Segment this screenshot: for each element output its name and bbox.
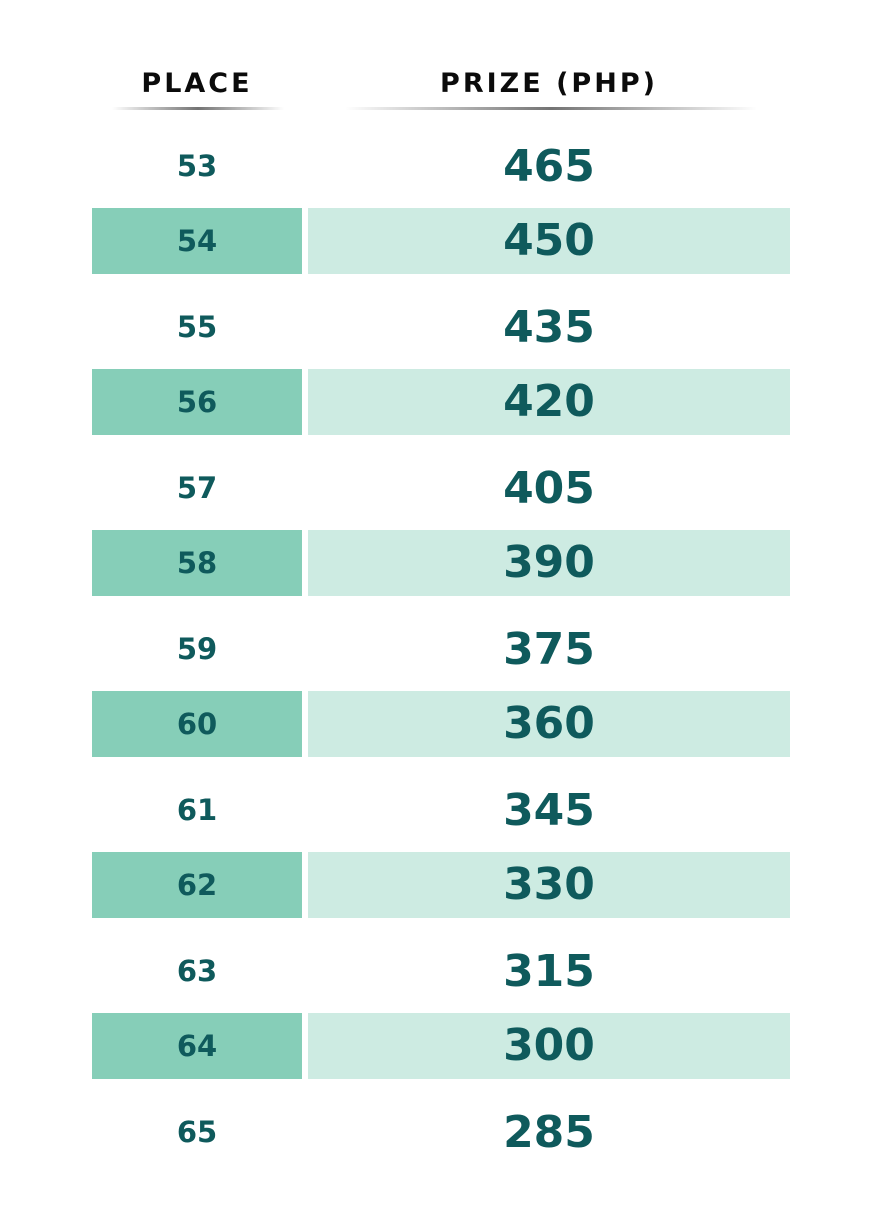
table-row: 59 375	[92, 610, 790, 691]
prize-cell: 390	[308, 529, 790, 596]
place-header-underline	[112, 107, 284, 110]
place-cell: 60	[92, 690, 302, 757]
place-cell: 62	[92, 851, 302, 918]
prize-header-underline	[345, 107, 757, 110]
place-cell: 63	[176, 954, 218, 988]
table-row: 63 315	[92, 932, 790, 1013]
place-cell: 64	[92, 1012, 302, 1079]
table-row: 64 300	[92, 1012, 790, 1094]
prize-cell: 450	[308, 207, 790, 274]
table-row: 65 285	[92, 1093, 790, 1174]
table-row: 62 330	[92, 851, 790, 933]
place-cell: 58	[92, 529, 302, 596]
table-header: PLACE PRIZE (PHP)	[0, 66, 884, 116]
prize-cell: 300	[308, 1012, 790, 1079]
prize-cell: 465	[503, 140, 595, 192]
place-cell: 56	[92, 368, 302, 435]
place-cell: 53	[176, 149, 218, 183]
prize-cell: 435	[503, 301, 595, 353]
prize-cell: 375	[503, 623, 595, 675]
place-cell: 59	[176, 632, 218, 666]
prize-table: 53 465 54 450 55 435 56 420 57 405 58 39…	[92, 127, 790, 1174]
table-row: 60 360	[92, 690, 790, 772]
prize-cell: 330	[308, 851, 790, 918]
prize-cell: 360	[308, 690, 790, 757]
prize-cell: 345	[503, 784, 595, 836]
prize-cell: 285	[503, 1106, 595, 1158]
prize-column-header: PRIZE (PHP)	[440, 68, 658, 99]
place-cell: 65	[176, 1115, 218, 1149]
table-row: 54 450	[92, 207, 790, 289]
place-cell: 54	[92, 207, 302, 274]
prize-cell: 315	[503, 945, 595, 997]
table-row: 61 345	[92, 771, 790, 852]
prize-cell: 420	[308, 368, 790, 435]
table-row: 57 405	[92, 449, 790, 530]
table-row: 56 420	[92, 368, 790, 450]
place-cell: 55	[176, 310, 218, 344]
place-column-header: PLACE	[141, 68, 253, 99]
table-row: 55 435	[92, 288, 790, 369]
table-row: 58 390	[92, 529, 790, 611]
table-row: 53 465	[92, 127, 790, 208]
place-cell: 57	[176, 471, 218, 505]
prize-cell: 405	[503, 462, 595, 514]
place-cell: 61	[176, 793, 218, 827]
